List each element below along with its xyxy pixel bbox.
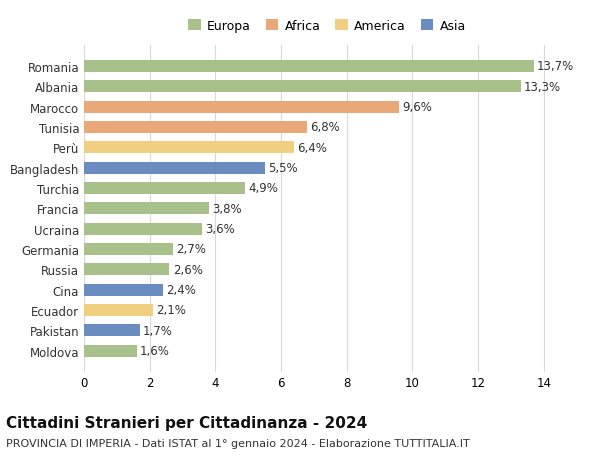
Text: Cittadini Stranieri per Cittadinanza - 2024: Cittadini Stranieri per Cittadinanza - 2… [6, 415, 367, 431]
Bar [84, 263, 169, 276]
Legend: Europa, Africa, America, Asia: Europa, Africa, America, Asia [188, 20, 466, 33]
Bar [84, 284, 163, 296]
Text: 3,8%: 3,8% [212, 202, 242, 215]
Text: 6,4%: 6,4% [298, 141, 328, 155]
Bar [84, 122, 307, 134]
Bar [84, 345, 137, 357]
Text: 4,9%: 4,9% [248, 182, 278, 195]
Text: 2,1%: 2,1% [156, 304, 186, 317]
Bar [84, 142, 294, 154]
Text: 2,7%: 2,7% [176, 243, 206, 256]
Bar [84, 304, 153, 316]
Bar [84, 183, 245, 195]
Text: 13,7%: 13,7% [537, 60, 574, 73]
Bar [84, 243, 173, 256]
Bar [84, 325, 140, 337]
Text: 6,8%: 6,8% [311, 121, 340, 134]
Bar [84, 81, 521, 93]
Text: 5,5%: 5,5% [268, 162, 298, 175]
Text: 1,7%: 1,7% [143, 324, 173, 337]
Text: 2,4%: 2,4% [166, 284, 196, 297]
Text: 3,6%: 3,6% [205, 223, 235, 235]
Text: PROVINCIA DI IMPERIA - Dati ISTAT al 1° gennaio 2024 - Elaborazione TUTTITALIA.I: PROVINCIA DI IMPERIA - Dati ISTAT al 1° … [6, 438, 470, 448]
Text: 1,6%: 1,6% [140, 344, 170, 358]
Bar [84, 61, 534, 73]
Bar [84, 162, 265, 174]
Bar [84, 203, 209, 215]
Text: 13,3%: 13,3% [524, 81, 561, 94]
Bar [84, 223, 202, 235]
Bar [84, 101, 399, 113]
Text: 2,6%: 2,6% [173, 263, 203, 276]
Text: 9,6%: 9,6% [403, 101, 433, 114]
